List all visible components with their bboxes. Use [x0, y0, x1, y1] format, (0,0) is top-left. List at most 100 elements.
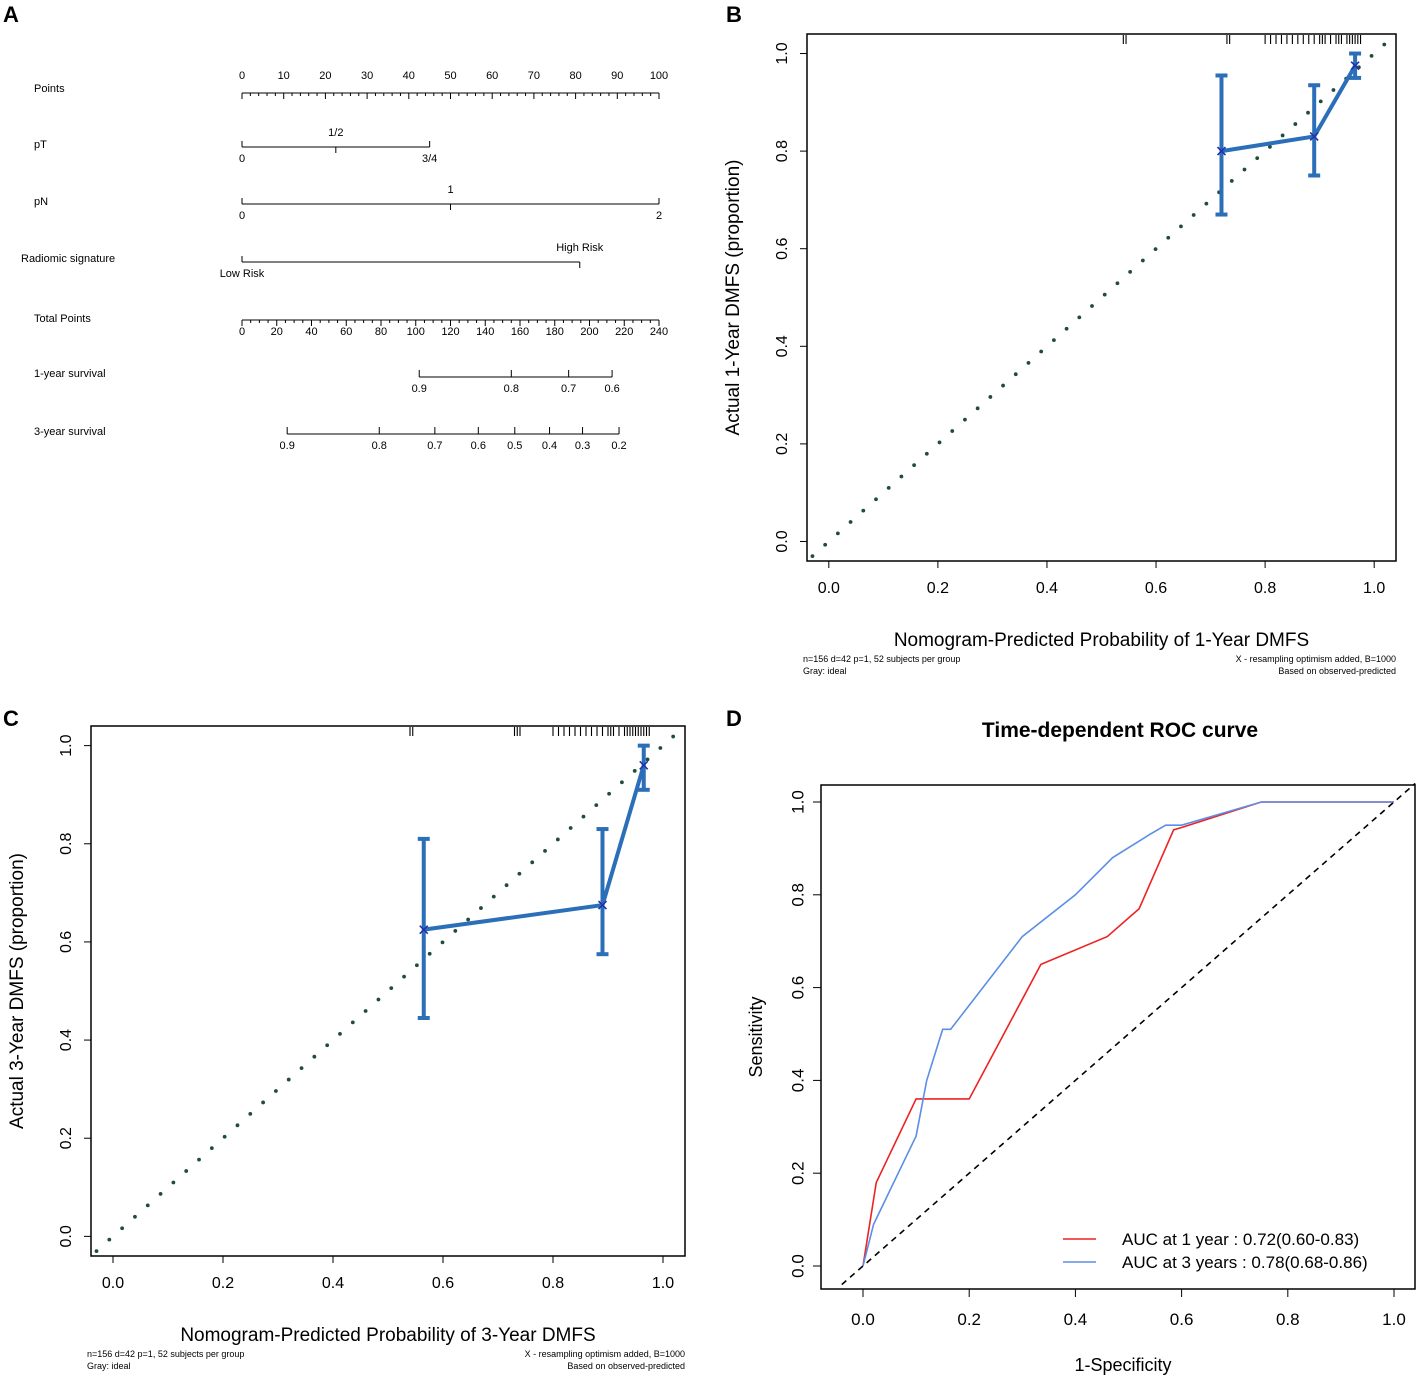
- plot-frame: [820, 784, 1416, 1290]
- ideal-line-dot: [658, 746, 663, 750]
- y-tick-label: 0.0: [788, 1254, 807, 1278]
- ideal-line-dot: [581, 814, 586, 819]
- ideal-line-dot: [1382, 42, 1387, 47]
- nomogram-survival-label: 0.6: [471, 440, 486, 452]
- note-left-2: Gray: ideal: [803, 666, 847, 676]
- ideal-line-dot: [427, 951, 432, 956]
- ideal-line-dot: [1255, 156, 1260, 161]
- ideal-line-dot: [988, 395, 993, 399]
- nomogram-tick-label: 50: [444, 70, 456, 82]
- nomogram-row-label: pT: [34, 139, 47, 151]
- roc-curve: [862, 801, 1394, 1267]
- panel-label-a: A: [3, 2, 19, 27]
- nomogram-tick-label: 160: [511, 326, 529, 338]
- nomogram-tick-label: 40: [305, 326, 317, 338]
- nomogram-survival-label: 0.9: [412, 383, 427, 395]
- ideal-line-dot: [1013, 372, 1018, 377]
- y-tick-label: 0.8: [788, 883, 807, 907]
- x-tick-label: 0.6: [1170, 1310, 1194, 1329]
- ideal-line-dot: [1229, 179, 1234, 183]
- note-left-1: n=156 d=42 p=1, 52 subjects per group: [87, 1349, 244, 1359]
- ideal-line-dot: [402, 974, 406, 979]
- nomogram-tick-label: 70: [528, 70, 540, 82]
- nomogram-row-label: Radiomic signature: [21, 253, 115, 265]
- y-tick-label: 0.0: [774, 530, 791, 552]
- nomogram-tick-label: 0: [239, 326, 245, 338]
- x-tick-label: 0.0: [818, 580, 840, 597]
- ideal-line-dot: [145, 1203, 150, 1208]
- ideal-line-dot: [632, 768, 637, 773]
- x-tick-label: 0.4: [1064, 1310, 1088, 1329]
- y-tick-label: 0.6: [774, 237, 791, 259]
- nomogram-tick-label: 240: [650, 326, 668, 338]
- nomogram-tick-label: 40: [403, 70, 415, 82]
- note-right-1: X - resampling optimism added, B=1000: [525, 1349, 685, 1359]
- ideal-line-dot: [389, 986, 394, 991]
- x-axis-label: Nomogram-Predicted Probability of 1-Year…: [894, 630, 1309, 651]
- ideal-line-dot: [899, 474, 904, 479]
- ideal-line-dot: [1191, 213, 1196, 217]
- nomogram-category-label: 0: [239, 210, 245, 222]
- ideal-line-dot: [963, 417, 967, 422]
- ideal-line-dot: [671, 734, 676, 739]
- ideal-line-dot: [912, 463, 917, 468]
- nomogram-tick-label: 180: [546, 326, 564, 338]
- nomogram-tick-label: 20: [271, 326, 283, 338]
- ideal-line-dot: [414, 963, 419, 968]
- y-tick-label: 0.0: [58, 1225, 75, 1247]
- ideal-line-dot: [1026, 360, 1031, 365]
- ideal-line-dot: [543, 848, 547, 853]
- ideal-line-dot: [261, 1100, 265, 1105]
- ideal-line-dot: [1306, 110, 1310, 115]
- ideal-line-dot: [376, 997, 381, 1002]
- note-left-2: Gray: ideal: [87, 1361, 131, 1371]
- nomogram-survival-label: 0.9: [280, 440, 295, 452]
- y-tick-label: 0.6: [58, 931, 75, 953]
- note-left-1: n=156 d=42 p=1, 52 subjects per group: [803, 654, 960, 664]
- legend-label: AUC at 1 year : 0.72(0.60-0.83): [1122, 1230, 1359, 1249]
- nomogram-tick-label: 10: [278, 70, 290, 82]
- x-tick-label: 0.4: [1036, 580, 1058, 597]
- nomogram-category-label: Low Risk: [220, 268, 265, 280]
- ideal-line-dot: [950, 429, 955, 433]
- x-tick-label: 0.2: [212, 1275, 234, 1292]
- ideal-line-dot: [222, 1134, 227, 1139]
- plot-frame: [806, 33, 1397, 562]
- x-axis-label: Nomogram-Predicted Probability of 3-Year…: [180, 1325, 595, 1346]
- ideal-line-dot: [1280, 133, 1285, 138]
- ideal-line-dot: [1102, 292, 1107, 297]
- y-tick-label: 1.0: [774, 42, 791, 64]
- ideal-line-dot: [924, 451, 929, 456]
- x-tick-label: 0.4: [322, 1275, 344, 1292]
- nomogram-tick-label: 20: [319, 70, 331, 82]
- ideal-line-dot: [466, 917, 471, 922]
- y-tick-label: 0.2: [774, 433, 791, 455]
- nomogram-tick-label: 80: [569, 70, 581, 82]
- ideal-line-dot: [1331, 88, 1336, 92]
- ideal-line-dot: [594, 803, 599, 808]
- optimism-x-marker: [1216, 146, 1227, 156]
- ideal-line-dot: [874, 497, 878, 502]
- nomogram-survival-label: 0.8: [504, 383, 519, 395]
- nomogram-category-label: High Risk: [556, 242, 604, 254]
- chart-title: Time-dependent ROC curve: [982, 719, 1258, 742]
- panel-label-d: D: [726, 706, 742, 731]
- nomogram-tick-label: 220: [615, 326, 633, 338]
- y-tick-label: 0.4: [788, 1069, 807, 1093]
- ideal-line-dot: [120, 1226, 125, 1231]
- x-tick-label: 1.0: [1363, 580, 1385, 597]
- y-tick-label: 0.4: [774, 335, 791, 357]
- nomogram-survival-label: 0.3: [575, 440, 590, 452]
- nomogram-tick-label: 0: [239, 70, 245, 82]
- nomogram-tick-label: 100: [407, 326, 425, 338]
- nomogram-tick-label: 90: [611, 70, 623, 82]
- ideal-line-dot: [1204, 201, 1209, 206]
- ideal-line-dot: [607, 791, 611, 796]
- ideal-line-dot: [338, 1031, 342, 1036]
- ideal-line-dot: [1318, 99, 1323, 104]
- x-tick-label: 0.6: [432, 1275, 454, 1292]
- ideal-line-dot: [823, 542, 828, 547]
- nomogram-survival-label: 0.7: [561, 383, 576, 395]
- ideal-line-dot: [1293, 122, 1298, 126]
